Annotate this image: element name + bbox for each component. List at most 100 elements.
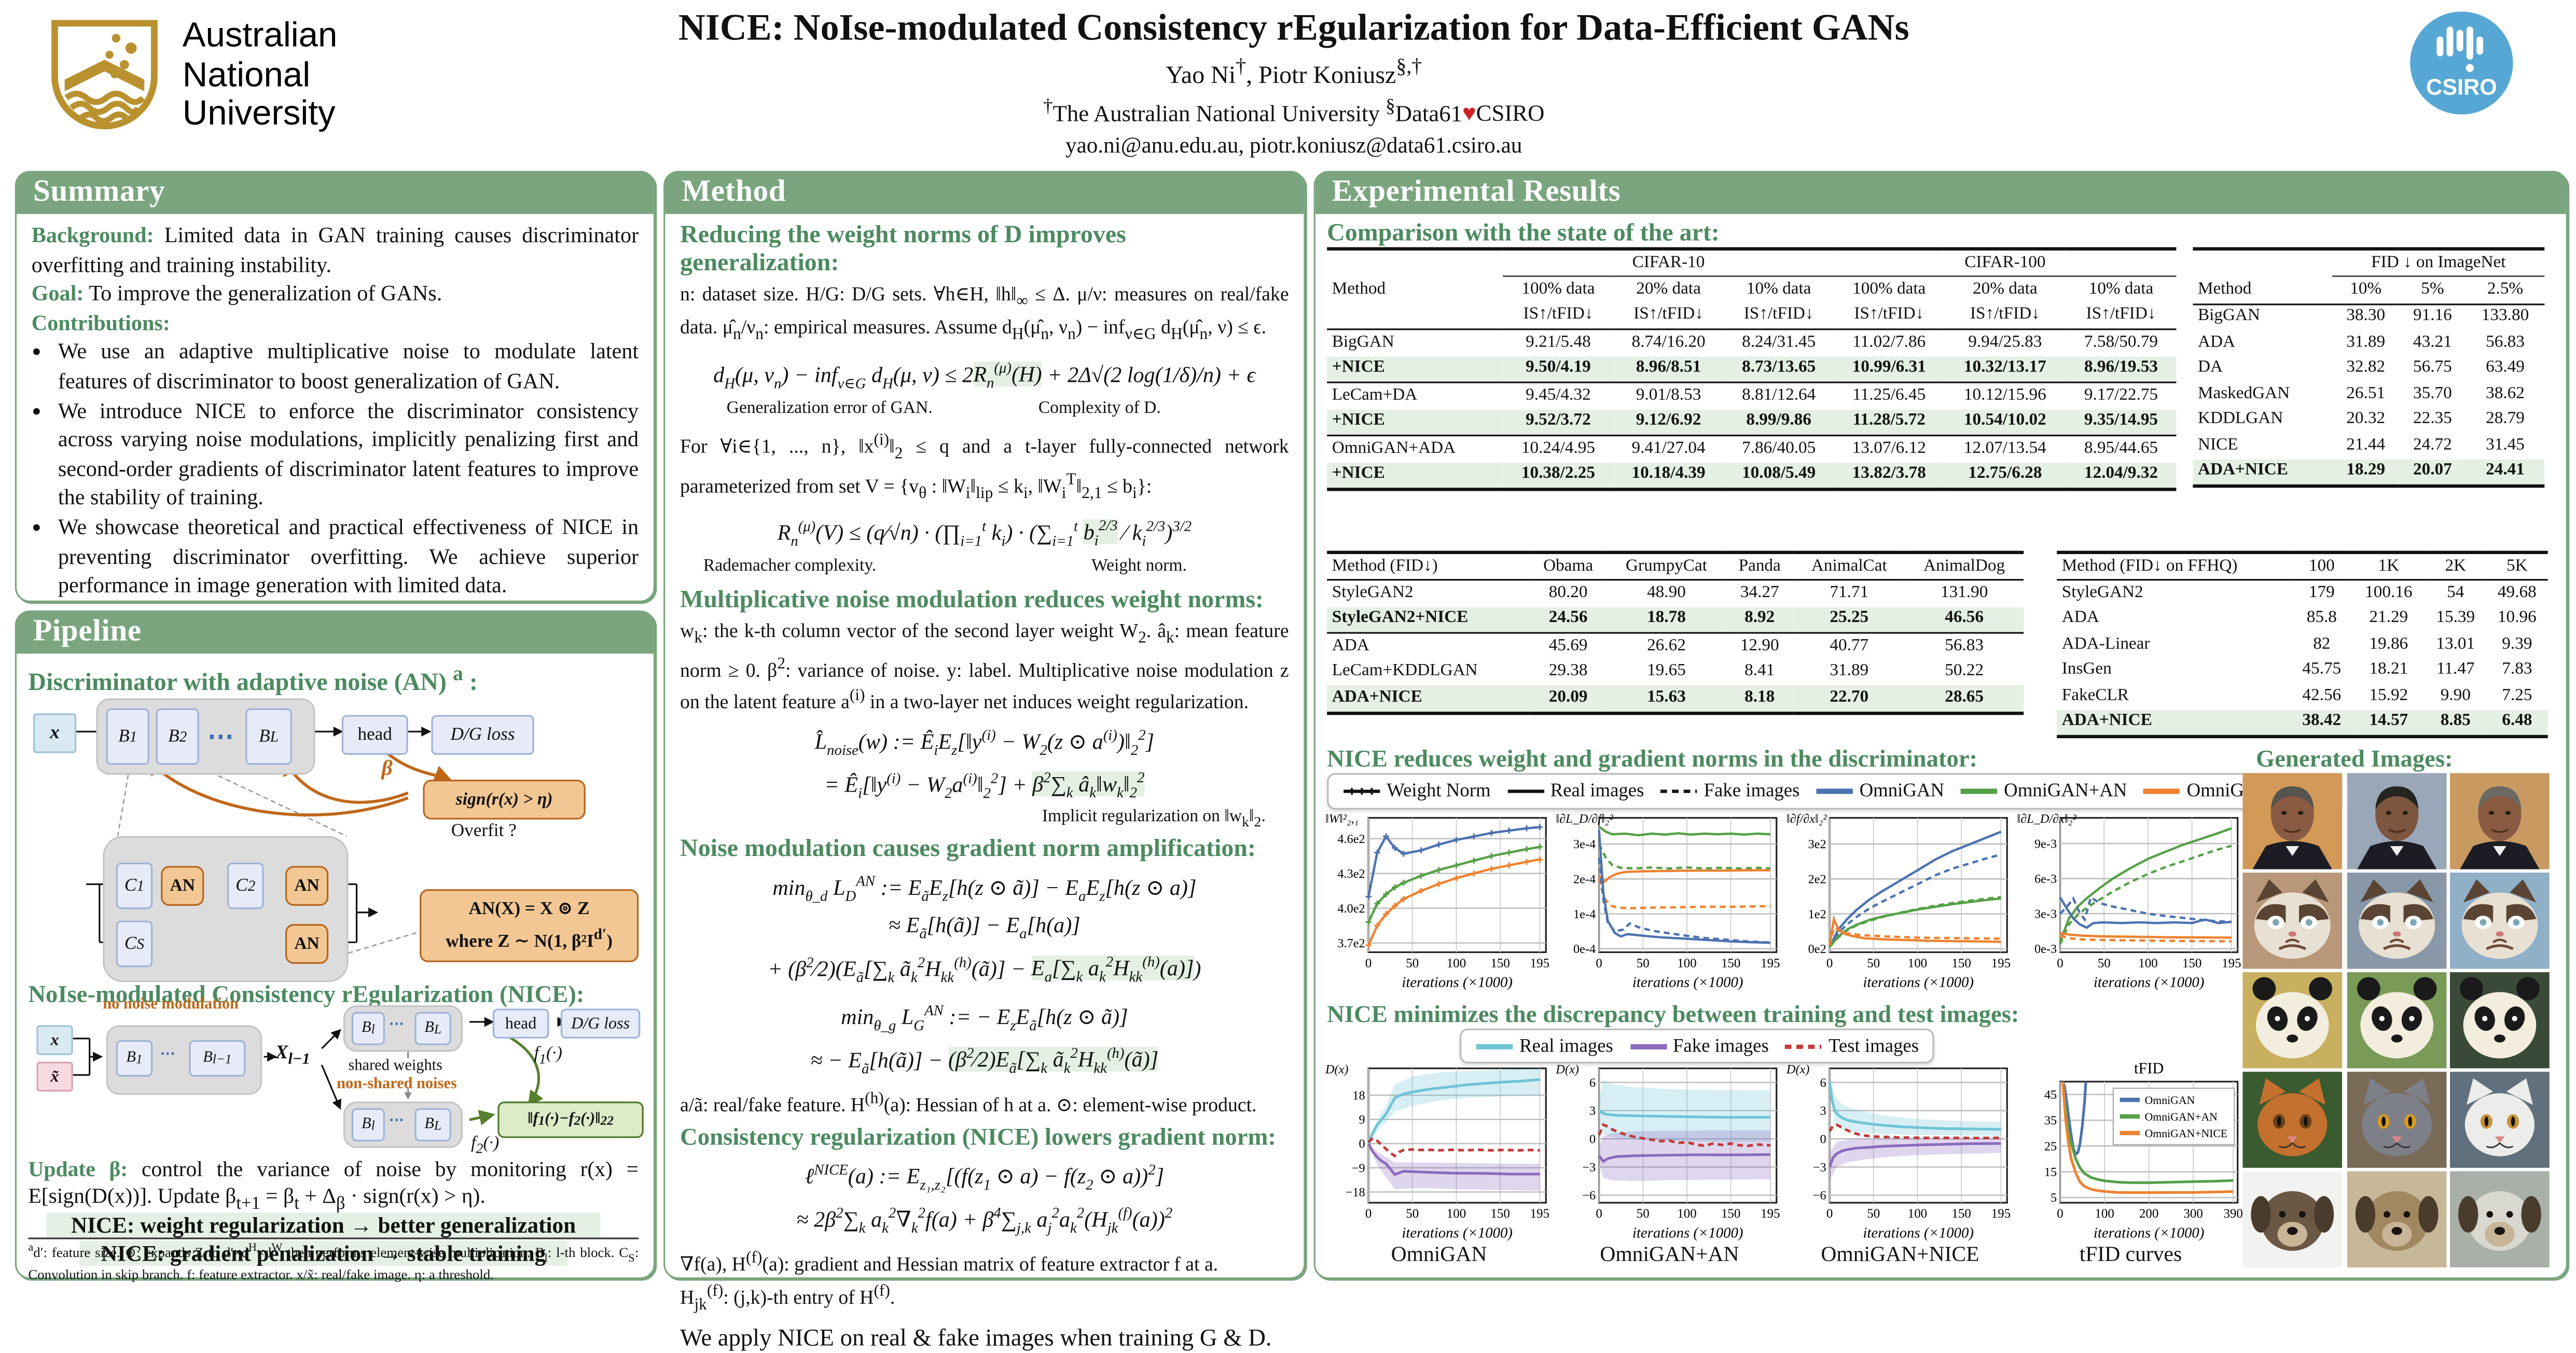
chart-norm-dldx: 0e-3 3e-3 6e-3 9e-3 0 50 100 150 195 iterations (… xyxy=(2017,812,2241,991)
table-value-cell: 9.41/27.04 xyxy=(1613,435,1724,463)
table-method-cell: StyleGAN2 xyxy=(1332,584,1414,602)
table-row: +NICE 10.38/2.25 10.18/4.39 10.08/5.49 13.82… xyxy=(1327,462,2177,490)
table-column-header: Panda xyxy=(1725,552,1794,582)
csiro-logo: CSIRO xyxy=(2408,10,2515,125)
table-value-cell: 9.35/14.95 xyxy=(2084,412,2158,431)
generated-image-cell xyxy=(2242,1171,2343,1268)
method-panel: Method Reducing the weight norms of D im… xyxy=(663,171,1306,1351)
table-row: MaskedGAN 26.51 35.70 38.62 xyxy=(2193,382,2544,408)
norm-charts-row: 3.7e2 4.0e2 4.3e2 4.6e2 0 50 100 150 195 iteratio… xyxy=(1324,806,2246,1002)
table-value-cell: 48.90 xyxy=(1647,584,1686,602)
svg-text:6: 6 xyxy=(1820,1076,1826,1090)
pipeline-sec2-title: NoIse-modulated Consistency rEgularizati… xyxy=(28,982,585,1009)
csiro-icon: CSIRO xyxy=(2410,11,2513,115)
table-value-cell: 6.48 xyxy=(2502,712,2532,731)
generated-image-panda xyxy=(2346,972,2446,1069)
imagenet-table-host: FID ↓ on ImageNet Method 10% 5% 2.5% BigGAN 38… xyxy=(2193,247,2545,489)
table-row: KDDLGAN 20.32 22.35 28.79 xyxy=(2193,408,2544,434)
table-column-header: 20% data xyxy=(1973,280,2038,299)
svg-text:3e2: 3e2 xyxy=(1808,837,1826,851)
summary-background: Background: Limited data in GAN training… xyxy=(31,222,639,277)
svg-text:tFID: tFID xyxy=(2134,1059,2164,1077)
legend-label: Fake images xyxy=(1672,1036,1769,1056)
svg-text:iterations (×1000): iterations (×1000) xyxy=(1402,974,1513,991)
table-value-cell: 50.22 xyxy=(1945,662,1984,681)
table-row: +NICE 9.52/3.72 9.12/6.92 8.99/9.86 11.28/5.… xyxy=(1327,409,2177,436)
legend-item: Fake images xyxy=(1659,781,1799,801)
cifar-table-host: CIFAR-10 CIFAR-100 Method 100% data 20% data… xyxy=(1327,247,2177,492)
table-value-cell: 35.70 xyxy=(2413,384,2452,403)
table-row: BigGAN 9.21/5.48 8.74/16.20 8.24/31.45 11.02… xyxy=(1327,330,2176,356)
svg-text:0: 0 xyxy=(2057,1207,2063,1221)
table-method-cell: FakeCLR xyxy=(2061,686,2129,705)
svg-text:195: 195 xyxy=(1530,956,1549,970)
table-value-cell: 19.65 xyxy=(1647,662,1686,681)
chart-caption: tFID curves xyxy=(2079,1240,2182,1266)
svg-text:50: 50 xyxy=(1406,956,1419,970)
generated-image-person xyxy=(2450,773,2550,869)
table-value-cell: 71.71 xyxy=(1830,584,1869,602)
chart-disc-nice: −6 −3 0 3 6 0 50 100 150 195 iterations (×1000) D(x… xyxy=(1786,1062,2011,1241)
legend-swatch-icon xyxy=(1816,789,1853,794)
table-row: ADA 45.69 26.62 12.90 40.77 56.83 xyxy=(1327,632,2024,660)
generated-image-cell xyxy=(2450,972,2551,1069)
d1-an-box-2: AN xyxy=(285,866,329,906)
table-subheader: IS↑/tFID↓ xyxy=(1834,303,1945,331)
results-norms-title: NICE reduces weight and gradient norms i… xyxy=(1327,746,1978,774)
table-value-cell: 8.24/31.45 xyxy=(1742,333,1816,352)
table-value-cell: 18.78 xyxy=(1647,610,1686,628)
table-value-cell: 20.07 xyxy=(2413,462,2452,480)
table-value-cell: 9.45/4.32 xyxy=(1503,382,1614,410)
table-value-cell: 18.29 xyxy=(2346,462,2386,480)
svg-text:−3: −3 xyxy=(1582,1161,1596,1175)
authors: Yao Ni†, Piotr Koniusz§,† xyxy=(1166,54,1422,90)
legend-item: OmniGAN+AN xyxy=(1959,781,2127,801)
generated-image-cell xyxy=(2346,1171,2447,1268)
table-row: InsGen 45.75 18.21 11.47 7.83 xyxy=(2057,658,2548,684)
table-value-cell: 100.16 xyxy=(2365,584,2413,602)
svg-text:0e-4: 0e-4 xyxy=(1573,942,1596,956)
pipeline-takeaway-2: NICE: gradient penalization → stable tra… xyxy=(79,1240,567,1266)
fewshot-fid-table: Method (FID↓) Obama GrumpyCat Panda AnimalCa… xyxy=(1327,550,2024,715)
d1-overfit-label: Overfit ? xyxy=(451,821,517,841)
summary-bullet-3: We showcase theoretical and practical ef… xyxy=(58,513,639,600)
d1-dots: ⋯ xyxy=(207,723,234,752)
table-method-cell: ADA+NICE xyxy=(2197,462,2288,480)
svg-text:150: 150 xyxy=(1721,956,1740,970)
ffhq-fid-table: Method (FID↓ on FFHQ) 100 1K 2K 5K StyleGAN2 1… xyxy=(2057,550,2548,739)
legend-item: Test images xyxy=(1784,1036,1919,1056)
table-column-header: 5K xyxy=(2486,552,2548,582)
method-intro: n: dataset size. H/G: D/G sets. ∀h∈H, ‖h… xyxy=(680,282,1289,344)
svg-text:100: 100 xyxy=(1908,1207,1927,1221)
generated-image-grumpy xyxy=(2450,872,2550,969)
table-row: LeCam+KDDLGAN 29.38 19.65 8.41 31.89 50.22 xyxy=(1327,660,2024,686)
method-body: Reducing the weight norms of D improves … xyxy=(665,214,1304,1353)
table-value-cell: 45.69 xyxy=(1529,632,1608,660)
summary-body: Background: Limited data in GAN training… xyxy=(17,214,654,600)
d2-input-x: x xyxy=(36,1025,73,1055)
chart-disc-an: −6 −3 0 3 6 0 50 100 150 195 iterations (×1000) D(x… xyxy=(1555,1062,1780,1241)
table-method-cell: ADA xyxy=(2061,610,2099,628)
svg-text:−3: −3 xyxy=(1813,1161,1826,1175)
svg-text:150: 150 xyxy=(2182,956,2201,970)
d2-consistency-box: ‖f 1 (·)−f 2 (·)‖ 2 2 xyxy=(497,1101,644,1138)
chart-norm-dfdx: 0e2 1e2 2e2 3e2 0 50 100 150 195 iterations (×100… xyxy=(1786,812,2011,991)
table-value-cell: 13.82/3.78 xyxy=(1852,465,1926,484)
table-value-cell: 8.41 xyxy=(1744,662,1775,681)
chart-caption: OmniGAN+AN xyxy=(1600,1240,1739,1266)
table-value-cell: 19.86 xyxy=(2369,635,2408,654)
svg-text:0: 0 xyxy=(1359,1137,1365,1151)
cifar-comparison-table: CIFAR-10 CIFAR-100 Method 100% data 20% data… xyxy=(1327,247,2177,492)
table-value-cell: 22.35 xyxy=(2413,410,2452,429)
table-row: FakeCLR 42.56 15.92 9.90 7.25 xyxy=(2057,684,2548,710)
d1-beta-label: β xyxy=(381,754,393,780)
svg-text:iterations (×1000): iterations (×1000) xyxy=(1632,1224,1743,1241)
legend-label: OmniGAN xyxy=(1859,781,1945,802)
table-value-cell: 14.57 xyxy=(2369,712,2408,731)
chart-norm-dldf: 0e-4 1e-4 2e-4 3e-4 0 50 100 150 195 iterations (… xyxy=(1556,812,1780,991)
table-value-cell: 13.01 xyxy=(2436,635,2475,654)
table-row: NICE 21.44 24.72 31.45 xyxy=(2193,434,2544,460)
generated-image-dog xyxy=(2242,1171,2343,1268)
svg-text:50: 50 xyxy=(1867,1207,1880,1221)
svg-text:3: 3 xyxy=(1589,1104,1596,1118)
